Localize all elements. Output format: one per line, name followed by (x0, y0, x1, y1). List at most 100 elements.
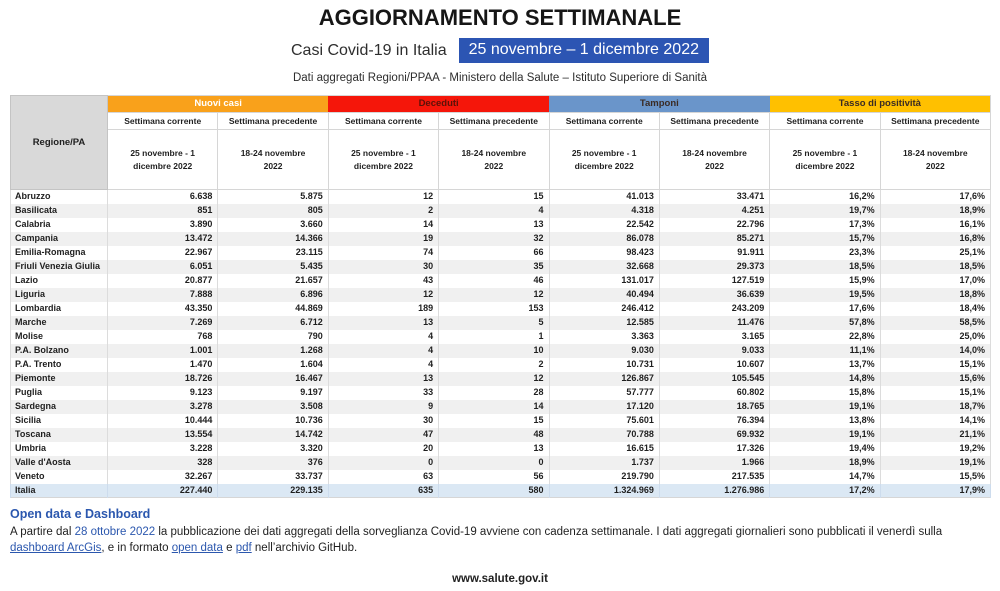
region-name: Umbria (10, 441, 108, 456)
region-column-header: Regione/PA (10, 95, 108, 190)
value-cell: 153 (438, 301, 550, 316)
value-cell: 25,0% (879, 329, 992, 344)
value-cell: 328 (106, 455, 219, 470)
value-cell: 22,8% (769, 329, 881, 344)
value-cell: 1.737 (548, 455, 660, 470)
value-cell: 1.268 (217, 343, 329, 358)
value-cell: 12.585 (548, 315, 660, 330)
table-row: Liguria 7.888 6.896 12 12 40.494 36.639 19,5% 18… (10, 287, 992, 302)
value-cell: 19,1% (769, 399, 881, 414)
region-name: Campania (10, 231, 108, 246)
value-cell: 635 (327, 483, 440, 498)
footer-link[interactable]: 28 ottobre 2022 (74, 526, 156, 538)
value-cell: 4 (438, 203, 550, 218)
value-cell: 29.373 (658, 259, 771, 274)
value-cell: 229.135 (217, 483, 329, 498)
value-cell: 18,9% (879, 203, 992, 218)
value-cell: 19,2% (879, 441, 992, 456)
value-cell: 58,5% (879, 315, 992, 330)
table-row: Lombardia 43.350 44.869 189 153 246.412 243.20… (10, 301, 992, 316)
value-cell: 21,1% (879, 427, 992, 442)
value-cell: 35 (438, 259, 550, 274)
value-cell: 131.017 (548, 273, 660, 288)
value-cell: 16,8% (879, 231, 992, 246)
table-row: Piemonte 18.726 16.467 13 12 126.867 105.545 14… (10, 371, 992, 386)
region-name: Lombardia (10, 301, 108, 316)
value-cell: 6.051 (106, 259, 219, 274)
value-cell: 16,1% (879, 217, 992, 232)
value-cell: 4 (327, 357, 440, 372)
value-cell: 12 (327, 287, 440, 302)
table-row: Sardegna 3.278 3.508 9 14 17.120 18.765 19,1% 18… (10, 399, 992, 414)
footer-link[interactable]: pdf (235, 542, 252, 554)
subtitle: Casi Covid-19 in Italia 25 novembre – 1 … (0, 38, 1000, 63)
value-cell: 19,1% (769, 427, 881, 442)
value-cell: 5 (438, 315, 550, 330)
value-cell: 75.601 (548, 413, 660, 428)
period-header-current: 25 novembre - 1 dicembre 2022 (548, 129, 660, 190)
value-cell: 16,2% (769, 189, 881, 204)
value-cell: 15,1% (879, 385, 992, 400)
value-cell: 768 (106, 329, 219, 344)
subtitle-label: Casi Covid-19 in Italia (291, 41, 447, 59)
website-url: www.salute.gov.it (452, 573, 548, 585)
value-cell: 14 (327, 217, 440, 232)
value-cell: 18,5% (879, 259, 992, 274)
value-cell: 12 (438, 287, 550, 302)
table-row: Valle d'Aosta 328 376 0 0 1.737 1.966 18,9% 19,1… (10, 455, 992, 470)
value-cell: 98.423 (548, 245, 660, 260)
period-header-previous: 18-24 novembre 2022 (438, 129, 550, 190)
value-cell: 18.726 (106, 371, 219, 386)
week-header-previous: Settimana precedente (217, 112, 329, 130)
table-row: Basilicata 851 805 2 4 4.318 4.251 19,7% 18,9% (10, 203, 992, 218)
value-cell: 44.869 (217, 301, 329, 316)
value-cell: 14 (438, 399, 550, 414)
value-cell: 4 (327, 329, 440, 344)
value-cell: 70.788 (548, 427, 660, 442)
value-cell: 11.476 (658, 315, 771, 330)
value-cell: 13,8% (769, 413, 881, 428)
footer-link[interactable]: open data (171, 542, 223, 554)
value-cell: 14.742 (217, 427, 329, 442)
value-cell: 6.638 (106, 189, 219, 204)
footer-link[interactable]: dashboard ArcGis (10, 542, 102, 554)
value-cell: 16.615 (548, 441, 660, 456)
region-name: Toscana (10, 427, 108, 442)
period-header-current: 25 novembre - 1 dicembre 2022 (769, 129, 881, 190)
group-header-nuovi-casi: Nuovi casi (107, 95, 329, 113)
period-header-previous: 18-24 novembre 2022 (217, 129, 329, 190)
value-cell: 15,7% (769, 231, 881, 246)
value-cell: 9.030 (548, 343, 660, 358)
value-cell: 0 (327, 455, 440, 470)
region-name: Basilicata (10, 203, 108, 218)
value-cell: 56 (438, 469, 550, 484)
value-cell: 30 (327, 259, 440, 274)
value-cell: 217.535 (658, 469, 771, 484)
value-cell: 219.790 (548, 469, 660, 484)
value-cell: 376 (217, 455, 329, 470)
value-cell: 32.267 (106, 469, 219, 484)
value-cell: 1.276.986 (658, 483, 771, 498)
week-header-current: Settimana corrente (106, 112, 219, 130)
region-name: Puglia (10, 385, 108, 400)
week-header-previous: Settimana precedente (658, 112, 771, 130)
week-header-previous: Settimana precedente (879, 112, 992, 130)
table-row: Calabria 3.890 3.660 14 13 22.542 22.796 17,3% 1… (10, 217, 992, 232)
week-header-current: Settimana corrente (548, 112, 660, 130)
value-cell: 15,5% (879, 469, 992, 484)
value-cell: 46 (438, 273, 550, 288)
value-cell: 14,0% (879, 343, 992, 358)
value-cell: 13 (327, 315, 440, 330)
value-cell: 17,0% (879, 273, 992, 288)
region-name: Molise (10, 329, 108, 344)
region-name: Sardegna (10, 399, 108, 414)
value-cell: 33.737 (217, 469, 329, 484)
week-header-current: Settimana corrente (327, 112, 440, 130)
value-cell: 13.554 (106, 427, 219, 442)
value-cell: 580 (438, 483, 550, 498)
value-cell: 32.668 (548, 259, 660, 274)
period-header-previous: 18-24 novembre 2022 (879, 129, 992, 190)
footer: Open data e Dashboard A partire dal 28 o… (10, 507, 1000, 556)
value-cell: 6.712 (217, 315, 329, 330)
value-cell: 48 (438, 427, 550, 442)
